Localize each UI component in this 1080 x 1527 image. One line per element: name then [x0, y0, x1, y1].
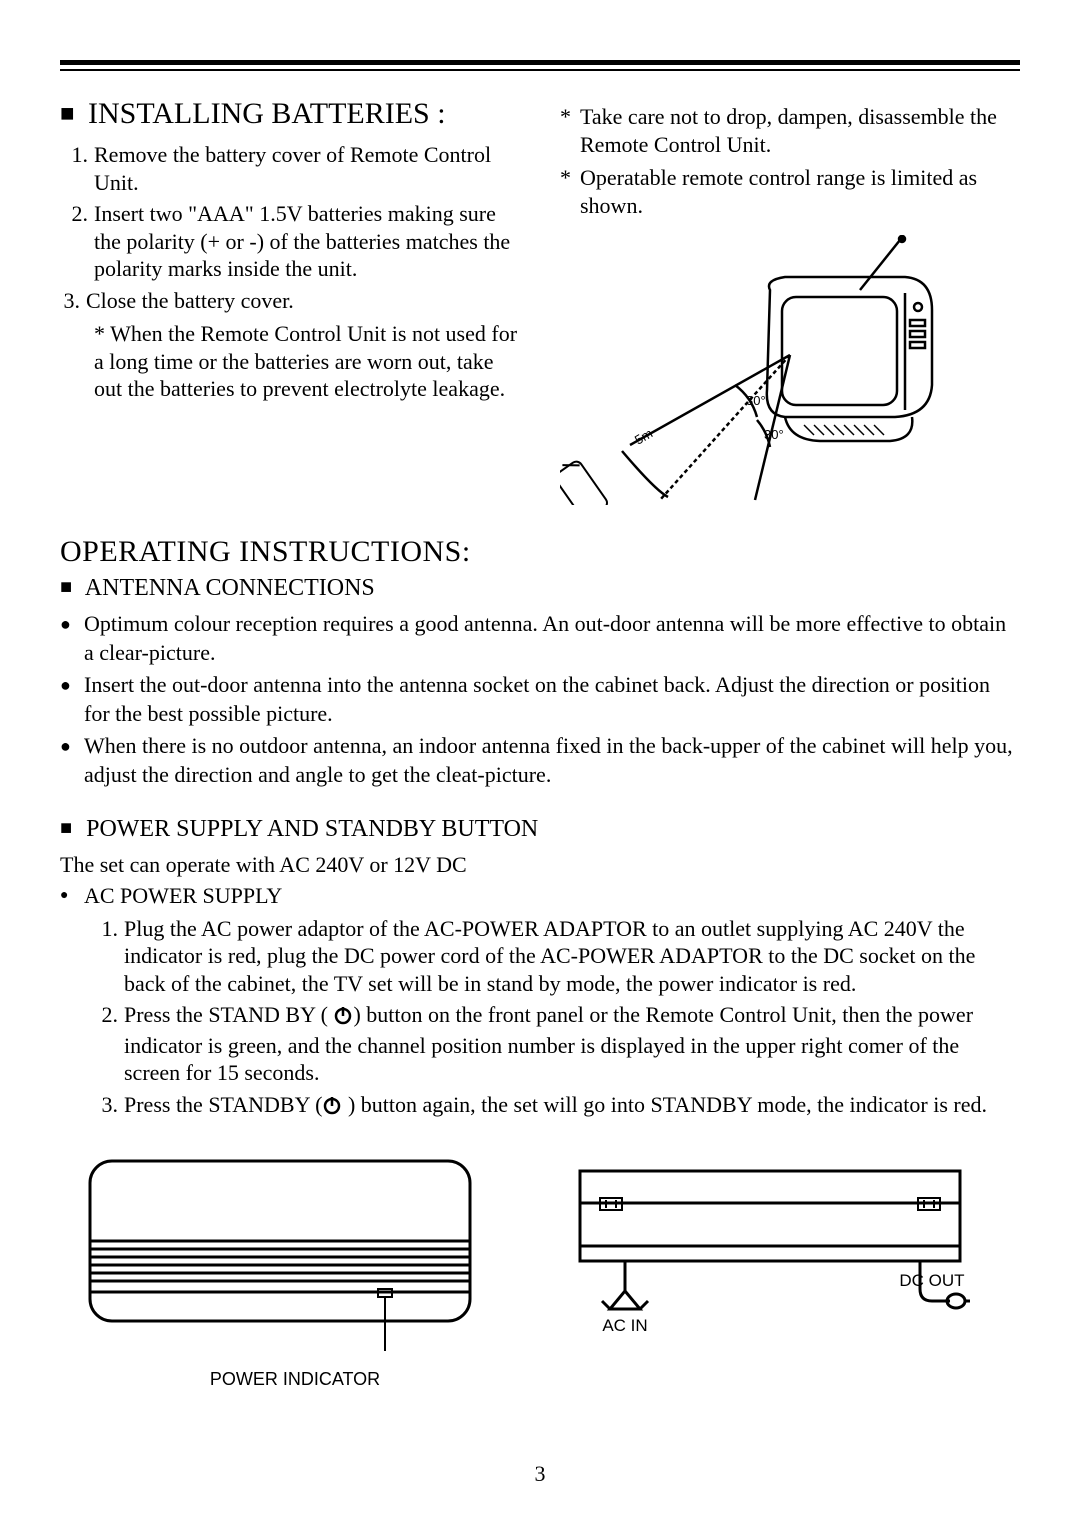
ac-in-label: AC IN [602, 1316, 647, 1335]
remote-range-diagram: 30° 30° 5m [560, 235, 980, 505]
list-item: 1. Plug the AC power adaptor of the AC-P… [90, 915, 1016, 998]
note-item: * Operatable remote control range is lim… [560, 164, 1020, 219]
list-text: Insert two "AAA" 1.5V batteries making s… [94, 200, 516, 283]
bullet-text: Optimum colour reception requires a good… [84, 610, 1020, 667]
list-number: 3. [90, 1091, 118, 1122]
list-item: 3. Press the STANDBY ( ) button again, t… [90, 1091, 1016, 1122]
operating-instructions-heading: OPERATING INSTRUCTIONS: [60, 535, 1020, 569]
list-number: 1. [60, 141, 88, 196]
dc-out-label: DC OUT [899, 1271, 964, 1290]
tv-front-diagram: POWER INDICATOR [80, 1151, 510, 1390]
right-column: * Take care not to drop, dampen, disasse… [560, 91, 1020, 505]
list-item: 2. Press the STAND BY ( ) button on the … [90, 1001, 1016, 1087]
bullet-text: Insert the out-door antenna into the ant… [84, 671, 1020, 728]
heading-text: OPERATING INSTRUCTIONS: [60, 535, 471, 568]
square-marker-icon: ■ [60, 576, 72, 598]
power-indicator-label: POWER INDICATOR [80, 1369, 510, 1390]
battery-note: * When the Remote Control Unit is not us… [94, 320, 520, 403]
text-post: ) button again, the set will go into STA… [342, 1092, 987, 1117]
heading-text: POWER SUPPLY AND STANDBY BUTTON [86, 816, 538, 842]
left-column: ■ INSTALLING BATTERIES : 1. Remove the b… [60, 91, 520, 505]
note-text: Operatable remote control range is limit… [580, 164, 1020, 219]
heading-text: INSTALLING BATTERIES : [88, 97, 446, 130]
text-pre: Press the STAND BY ( [124, 1002, 333, 1027]
heading-text: ANTENNA CONNECTIONS [85, 575, 375, 601]
top-rule [60, 60, 1020, 71]
install-steps: 1. Remove the battery cover of Remote Co… [60, 141, 520, 314]
list-text: Plug the AC power adaptor of the AC-POWE… [124, 915, 1016, 998]
power-icon [333, 1004, 353, 1032]
distance-label: 5m [632, 426, 655, 448]
list-number: 3. [60, 287, 80, 315]
bullet-item: ● Optimum colour reception requires a go… [60, 610, 1020, 667]
list-item: 3. Close the battery cover. [60, 287, 516, 315]
subhead-text: AC POWER SUPPLY [84, 882, 1020, 911]
svg-text:30°: 30° [764, 427, 784, 442]
list-text: Close the battery cover. [86, 287, 516, 315]
bullet-item: ● When there is no outdoor antenna, an i… [60, 732, 1020, 789]
power-icon [322, 1094, 342, 1122]
antenna-bullets: ● Optimum colour reception requires a go… [60, 610, 1020, 790]
svg-text:30°: 30° [746, 393, 766, 408]
list-number: 2. [90, 1001, 118, 1087]
bullet-text: When there is no outdoor antenna, an ind… [84, 732, 1020, 789]
bullet-item: ● Insert the out-door antenna into the a… [60, 671, 1020, 728]
square-marker-icon: ■ [60, 817, 72, 839]
square-marker-icon: ■ [60, 101, 75, 127]
ac-power-supply-heading: ● AC POWER SUPPLY [60, 882, 1020, 911]
text-pre: Press the STANDBY ( [124, 1092, 322, 1117]
power-supply-heading: ■ POWER SUPPLY AND STANDBY BUTTON [60, 816, 1020, 843]
note-text: Take care not to drop, dampen, disassemb… [580, 103, 1020, 158]
list-number: 1. [90, 915, 118, 998]
power-intro: The set can operate with AC 240V or 12V … [60, 851, 1020, 879]
bullet-icon: ● [60, 671, 84, 728]
note-item: * Take care not to drop, dampen, disasse… [560, 103, 1020, 158]
list-number: 2. [60, 200, 88, 283]
installing-batteries-heading: ■ INSTALLING BATTERIES : [60, 97, 520, 131]
list-text: Remove the battery cover of Remote Contr… [94, 141, 516, 196]
list-item: 1. Remove the battery cover of Remote Co… [60, 141, 516, 196]
list-text: Press the STAND BY ( ) button on the fro… [124, 1001, 1016, 1087]
list-text: Press the STANDBY ( ) button again, the … [124, 1091, 1016, 1122]
adaptor-diagram: AC IN DC OUT [570, 1151, 1000, 1390]
antenna-connections-heading: ■ ANTENNA CONNECTIONS [60, 575, 1020, 602]
asterisk-icon: * [560, 103, 580, 158]
asterisk-icon: * [560, 164, 580, 219]
bullet-icon: ● [60, 610, 84, 667]
bullet-icon: ● [60, 732, 84, 789]
bullet-icon: ● [60, 882, 84, 911]
list-item: 2. Insert two "AAA" 1.5V batteries makin… [60, 200, 516, 283]
page-number: 3 [0, 1461, 1080, 1487]
